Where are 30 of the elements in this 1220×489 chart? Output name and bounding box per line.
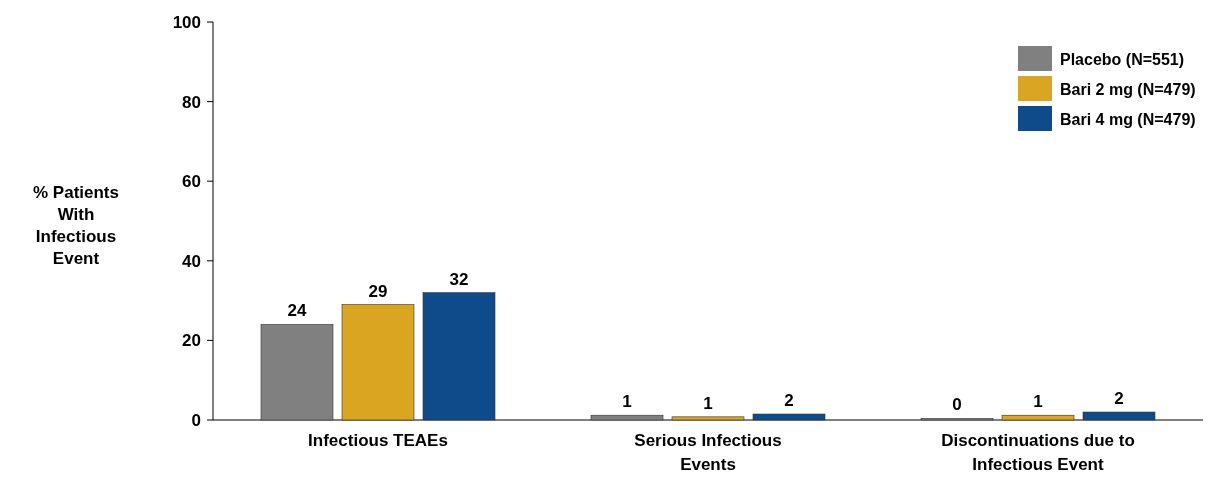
data-label: 1: [1033, 392, 1043, 412]
y-axis-title: % Patients With Infectious Event: [33, 183, 119, 268]
data-label: 0: [952, 395, 962, 415]
data-label: 24: [287, 301, 307, 321]
y-tick-label: 80: [182, 92, 201, 112]
bar: [752, 413, 826, 421]
bar: [1082, 411, 1156, 421]
y-tick-label: 40: [182, 251, 201, 271]
data-label: 2: [784, 391, 794, 411]
data-label: 32: [449, 269, 469, 289]
data-label: 2: [1114, 389, 1124, 409]
data-label: 29: [368, 281, 388, 301]
bar: [1001, 414, 1075, 421]
x-tick-label: Discontinuations due to Infectious Event: [941, 431, 1135, 474]
x-tick-label: Infectious TEAEs: [308, 431, 448, 450]
data-label: 1: [703, 393, 713, 413]
bar: [590, 414, 664, 421]
data-label: 1: [622, 392, 632, 412]
bar: [671, 416, 745, 421]
bar: [422, 292, 496, 421]
x-tick-label: Serious Infectious Events: [634, 431, 782, 474]
bar: [260, 324, 334, 421]
y-tick-label: 100: [172, 12, 201, 32]
y-tick-label: 0: [191, 410, 201, 430]
legend-label: Placebo (N=551): [1060, 50, 1185, 68]
legend-label: Bari 4 mg (N=479): [1060, 110, 1196, 128]
y-tick-label: 20: [182, 331, 201, 351]
y-tick-label: 60: [182, 172, 201, 192]
bar: [341, 304, 415, 421]
legend-label: Bari 2 mg (N=479): [1060, 80, 1196, 98]
